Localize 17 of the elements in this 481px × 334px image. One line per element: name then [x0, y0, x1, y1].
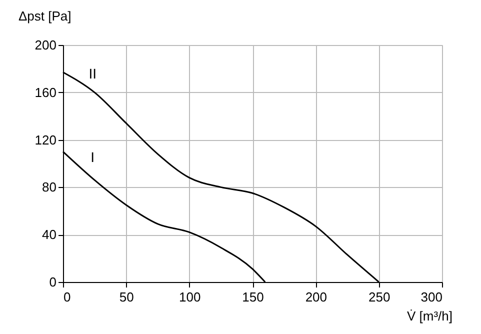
- y-tick-label: 40: [42, 227, 56, 242]
- y-tick-label: 120: [34, 132, 56, 148]
- x-tick-label: 200: [305, 290, 328, 304]
- y-tick-label: 80: [42, 180, 56, 195]
- x-tick-label: 100: [178, 290, 201, 304]
- series-label: II: [88, 65, 96, 82]
- x-tick-label: 250: [368, 290, 390, 304]
- x-tick-label: 150: [242, 290, 264, 304]
- x-tick-label: 300: [420, 290, 442, 304]
- y-tick-label: 160: [34, 84, 56, 100]
- y-tick-label: 200: [34, 38, 56, 52]
- series-label: I: [90, 149, 95, 166]
- y-axis-title: Δpst [Pa]: [18, 8, 72, 24]
- x-axis-title: V̇ [m³/h]: [406, 308, 452, 324]
- x-tick-label: 50: [119, 290, 134, 304]
- y-tick-label: 0: [49, 274, 56, 290]
- x-tick-label: 0: [64, 290, 71, 304]
